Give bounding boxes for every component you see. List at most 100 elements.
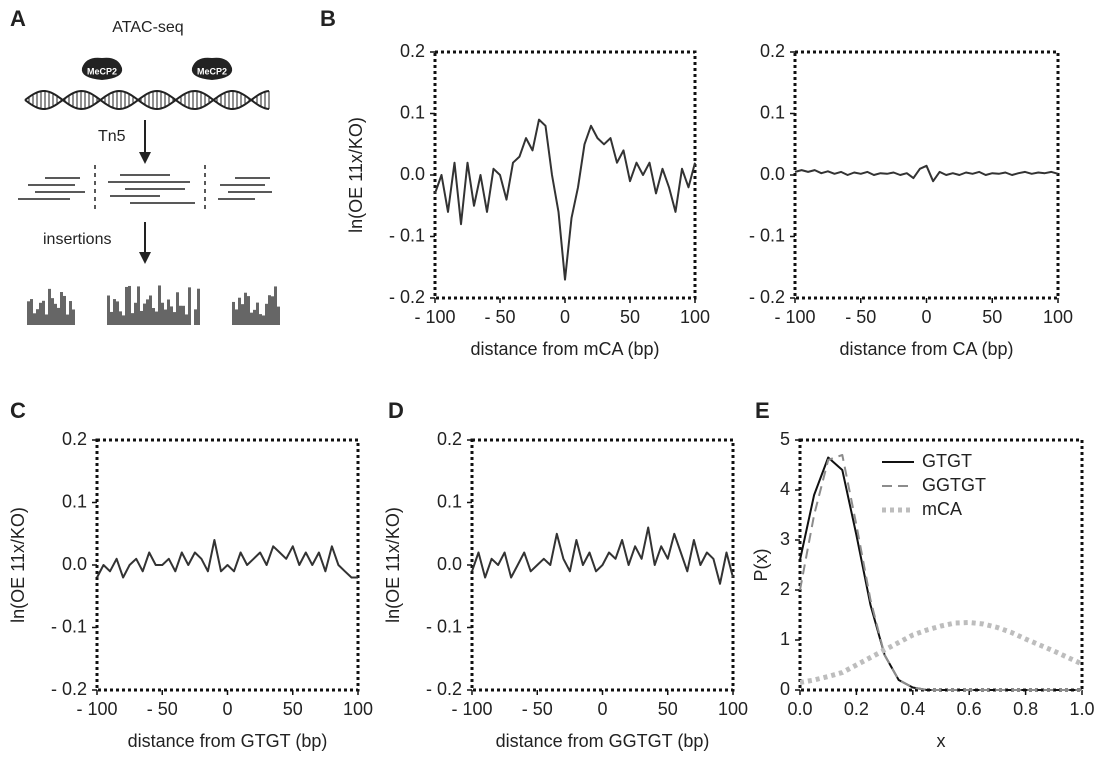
panel-letter: A	[10, 6, 26, 31]
y-tick-label: 0	[780, 679, 790, 699]
y-tick-label: 0.1	[62, 491, 87, 511]
insertion-bar	[131, 313, 134, 325]
insertion-bar	[197, 288, 200, 325]
x-tick-label: 0	[222, 699, 232, 719]
y-tick-label: 0.2	[400, 41, 425, 61]
panel-letter: D	[388, 398, 404, 423]
insertion-bar	[152, 308, 155, 325]
insertion-bar	[27, 301, 30, 325]
panel-letter: B	[320, 6, 336, 31]
series-line	[799, 620, 1084, 685]
insertion-bar	[45, 314, 48, 325]
panel: E 0.0 0.2 0.4 0.6 0.8 1.0 0 1 2 3 4 5 x P(x) GTGT GGTGT m…	[751, 398, 1095, 751]
y-tick-label: - 0.2	[426, 679, 462, 699]
insertion-bar	[39, 302, 42, 325]
insertion-bar	[125, 286, 128, 325]
y-axis-label: ln(OE 11x/KO)	[8, 507, 28, 623]
x-tick-label: 100	[1043, 307, 1073, 327]
insertion-bar	[128, 285, 131, 325]
arrow-head	[139, 252, 151, 264]
y-tick-label: 0.0	[437, 554, 462, 574]
y-tick-label: - 0.1	[51, 616, 87, 636]
insertion-bar	[182, 305, 185, 325]
x-axis-label: distance from CA (bp)	[839, 339, 1013, 359]
insertion-bar	[66, 314, 69, 325]
insertion-bar	[158, 285, 161, 325]
insertion-bar	[146, 299, 149, 325]
series-line	[794, 164, 1059, 183]
insertion-bar	[107, 295, 110, 325]
x-axis-label: distance from GTGT (bp)	[128, 731, 328, 751]
mecp2-label: MeCP2	[87, 66, 117, 76]
y-tick-label: 5	[780, 429, 790, 449]
x-tick-label: - 50	[147, 699, 178, 719]
series-line	[799, 454, 1082, 691]
y-tick-label: - 0.2	[389, 287, 425, 307]
y-tick-label: 0.1	[760, 102, 785, 122]
x-tick-label: 0.8	[1013, 699, 1038, 719]
diagram-title: ATAC-seq	[112, 19, 183, 36]
legend-label: GGTGT	[922, 475, 986, 495]
panel: B - 100 - 50 0 50 100 - 0.2 - 0.1 0.0 0.1 0.2 dista…	[320, 6, 710, 359]
insertion-bar	[271, 296, 274, 325]
x-tick-label: - 100	[414, 307, 455, 327]
mecp2-blob	[81, 57, 123, 80]
y-axis-label: ln(OE 11x/KO)	[383, 507, 403, 623]
insertion-bar	[277, 306, 280, 325]
insertion-bar	[122, 315, 125, 325]
panel-letter: E	[755, 398, 770, 423]
atac-diagram: A ATAC-seq MeCP2 MeCP2 Tn5 insertions	[10, 6, 280, 325]
insertion-bar	[33, 313, 36, 325]
y-tick-label: 0.2	[760, 41, 785, 61]
y-axis-label: ln(OE 11x/KO)	[346, 117, 366, 233]
y-tick-label: - 0.1	[749, 225, 785, 245]
x-tick-label: - 100	[451, 699, 492, 719]
insertion-bar	[173, 312, 176, 325]
y-tick-label: - 0.2	[749, 287, 785, 307]
fragments	[18, 165, 272, 212]
insertion-bar	[164, 309, 167, 325]
panel: D - 100 - 50 0 50 100 - 0.2 - 0.1 0.0 0.1 0.2 dista…	[383, 398, 748, 751]
x-tick-label: 0	[597, 699, 607, 719]
insertion-bar	[253, 309, 256, 325]
insertion-bar	[110, 311, 113, 325]
x-tick-label: 50	[620, 307, 640, 327]
insertion-bar	[36, 309, 39, 325]
y-tick-label: 0.0	[62, 554, 87, 574]
insertion-bar	[235, 309, 238, 325]
y-tick-label: 0.2	[62, 429, 87, 449]
y-tick-label: 0.0	[400, 164, 425, 184]
x-tick-label: 1.0	[1069, 699, 1094, 719]
insertion-bar	[274, 286, 277, 325]
insertion-bar	[30, 299, 33, 325]
legend-label: mCA	[922, 499, 962, 519]
insertion-bar	[167, 299, 170, 325]
insertion-bar	[149, 295, 152, 325]
insertion-bar	[250, 312, 253, 325]
insertion-bar	[63, 295, 66, 325]
x-tick-label: 0	[560, 307, 570, 327]
insertion-bar	[244, 292, 247, 325]
mecp2-label: MeCP2	[197, 66, 227, 76]
insertion-bar	[232, 301, 235, 325]
insertion-bar	[194, 309, 197, 325]
x-tick-label: 0	[921, 307, 931, 327]
insertion-bar	[143, 303, 146, 325]
x-tick-label: 100	[680, 307, 710, 327]
insertion-bar	[238, 297, 241, 325]
insertion-bar	[140, 310, 143, 325]
insertion-bar	[170, 306, 173, 325]
x-tick-label: - 50	[845, 307, 876, 327]
panel: - 100 - 50 0 50 100 - 0.2 - 0.1 0.0 0.1 0.2 distan…	[749, 41, 1073, 359]
insertion-bar	[119, 311, 122, 325]
insertion-bar	[176, 292, 179, 325]
insertion-bar	[69, 301, 72, 325]
panel: C - 100 - 50 0 50 100 - 0.2 - 0.1 0.0 0.1 0.2 dista…	[8, 398, 373, 751]
insertion-bar	[57, 307, 60, 325]
insertion-bar	[113, 299, 116, 325]
y-tick-label: 1	[780, 629, 790, 649]
series-line	[96, 539, 358, 579]
x-tick-label: 0.6	[957, 699, 982, 719]
insertion-bar	[42, 300, 45, 325]
